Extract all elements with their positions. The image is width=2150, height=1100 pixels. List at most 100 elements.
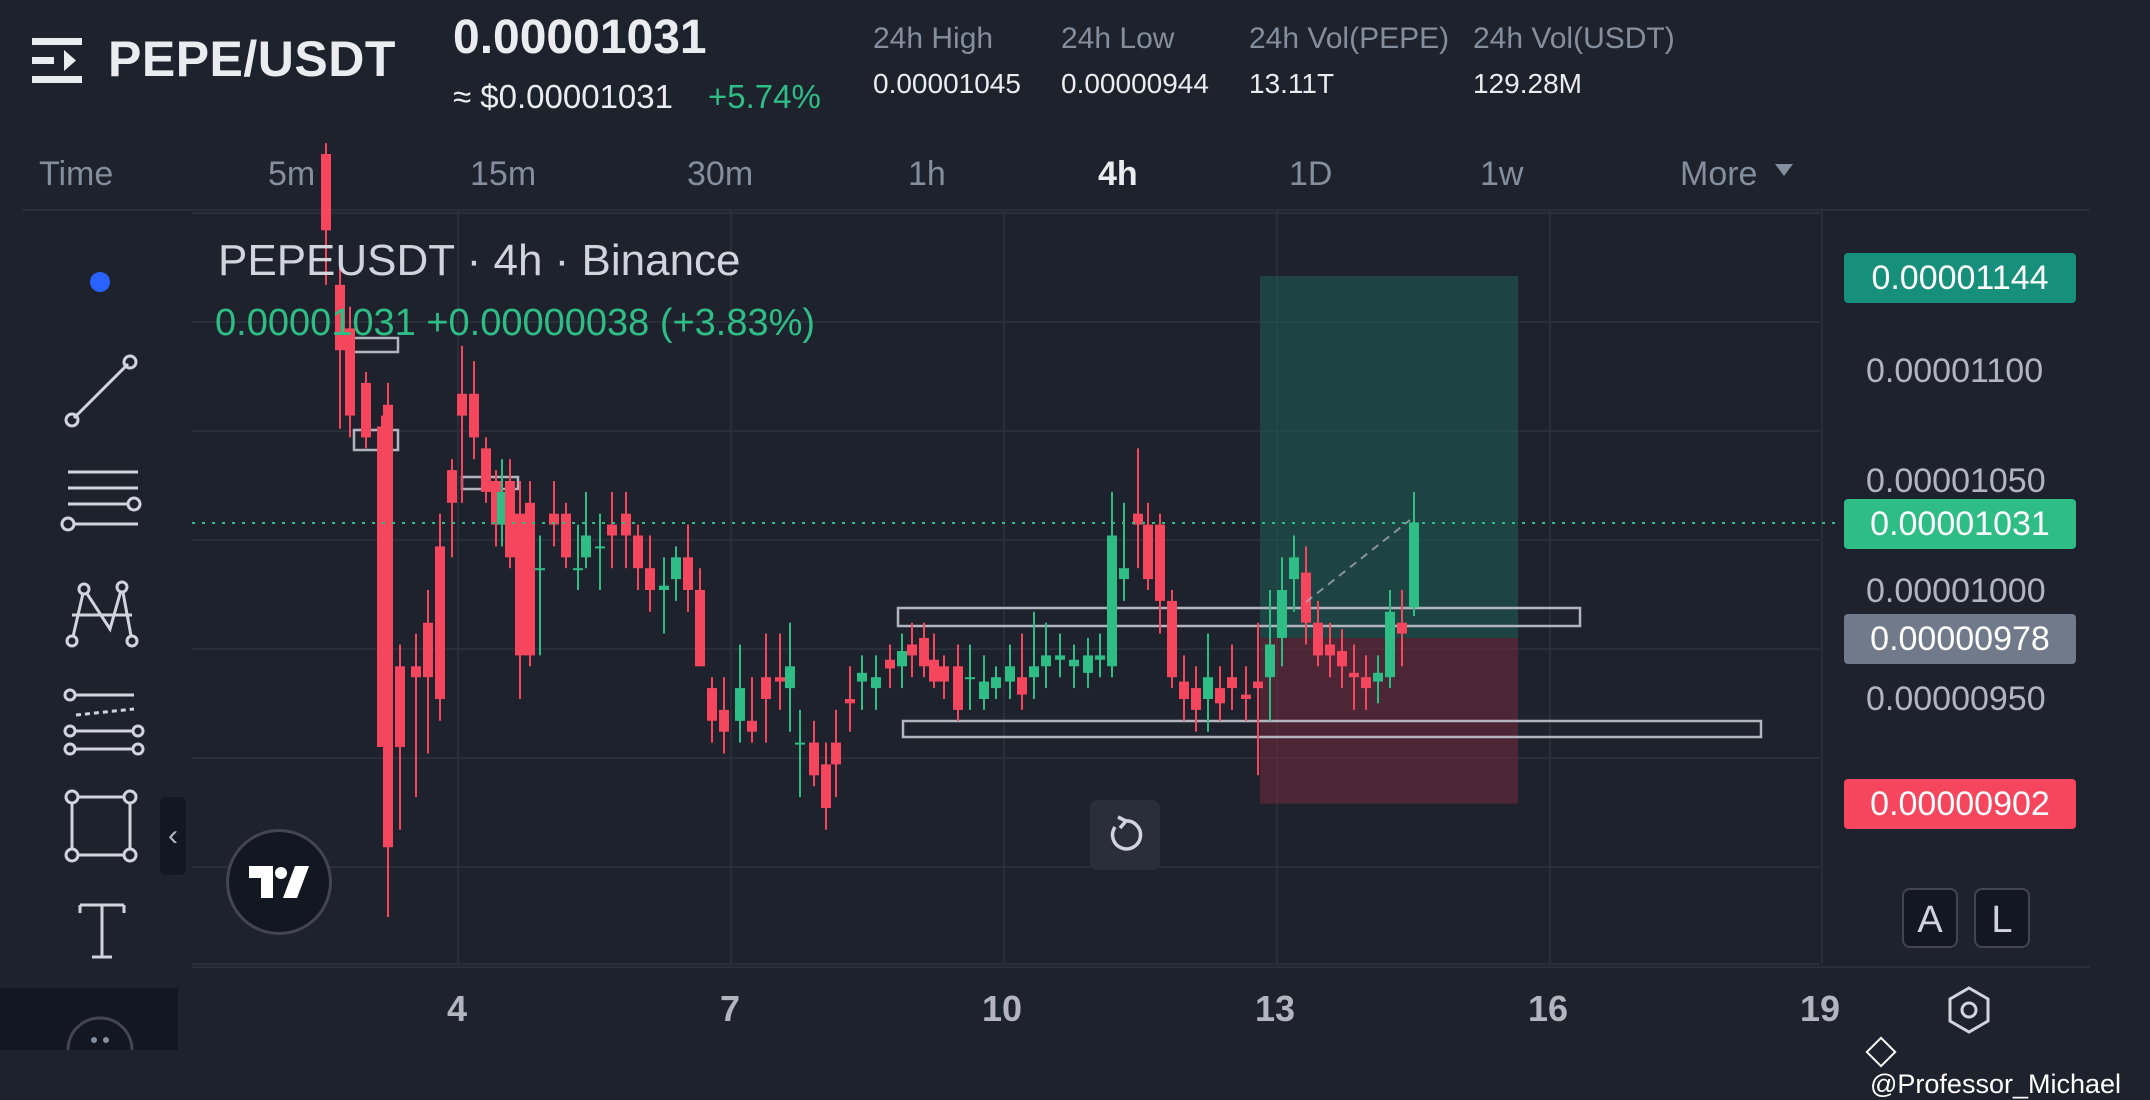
change-percent: +5.74%	[708, 78, 821, 115]
candle-body	[809, 742, 819, 776]
stat-vol-pepe-value: 13.11T	[1249, 68, 1335, 99]
candle-body	[1397, 622, 1407, 634]
candle-body	[447, 470, 457, 503]
x-label-4: 4	[447, 988, 468, 1029]
candle-body	[1265, 644, 1275, 678]
candle-body	[481, 448, 491, 492]
candle-body	[395, 666, 405, 747]
chart-settings-icon[interactable]	[1944, 985, 1994, 1035]
candle-body	[457, 393, 467, 416]
candle-body	[1107, 535, 1117, 667]
stop-price-tag: 0.00000902	[1844, 779, 2076, 829]
menu-icon[interactable]	[32, 36, 84, 86]
tab-time[interactable]: Time	[39, 155, 114, 193]
candle-body	[1119, 568, 1129, 580]
candle-body	[979, 681, 989, 699]
candle-body	[1055, 655, 1065, 660]
reset-chart-button[interactable]	[1090, 800, 1160, 870]
current-price-tag: 0.00001031	[1844, 499, 2076, 549]
candle-body	[857, 672, 867, 682]
candle-body	[1301, 572, 1311, 623]
candle-body	[621, 513, 631, 536]
candle-body	[423, 622, 433, 678]
chart-legend-values: 0.00001031 +0.00000038 (+3.83%)	[215, 302, 816, 344]
tab-5m[interactable]: 5m	[268, 155, 316, 193]
candle-body	[1017, 677, 1027, 695]
candle-body	[871, 677, 881, 689]
tab-1h[interactable]: 1h	[908, 155, 946, 193]
candle-body	[719, 709, 729, 732]
candle-body	[561, 513, 571, 558]
candle-body	[1143, 524, 1153, 580]
stat-low-label: 24h Low	[1061, 22, 1175, 55]
x-label-10: 10	[982, 988, 1023, 1029]
header-bar: PEPE/USDT 0.00001031 ≈ $0.00001031 +5.74…	[0, 0, 2150, 140]
horizontal-lines-icon[interactable]	[58, 462, 148, 542]
tab-4h[interactable]: 4h	[1098, 155, 1138, 193]
candle-body	[1083, 655, 1093, 673]
collapse-toolbar-icon[interactable]: ‹	[160, 797, 186, 875]
candle-body	[831, 742, 841, 765]
usd-price: ≈ $0.00001031	[453, 78, 673, 115]
candle-body	[1155, 524, 1165, 601]
candle-body	[929, 659, 939, 682]
trend-line-icon[interactable]	[62, 350, 142, 430]
candle-body	[965, 677, 975, 680]
candle-body	[335, 284, 345, 351]
last-price: 0.00001031	[453, 11, 707, 64]
candle-body	[411, 666, 421, 678]
candle-body	[953, 666, 963, 710]
stat-low-value: 0.00000944	[1061, 68, 1209, 99]
candle-body	[1069, 659, 1079, 667]
candle-body	[845, 699, 855, 704]
candle-body	[607, 524, 617, 536]
candle-body	[1373, 672, 1383, 682]
binance-square-icon	[1865, 1036, 1897, 1068]
candle-body	[761, 677, 771, 699]
drawing-toolbar	[0, 210, 190, 1052]
candle-body	[1313, 622, 1323, 656]
x-label-16: 16	[1528, 988, 1569, 1029]
tradingview-logo-icon	[226, 829, 332, 935]
text-tool-icon[interactable]	[72, 895, 132, 965]
candle-body	[1179, 681, 1189, 699]
candle-body	[573, 568, 583, 571]
candle-body	[377, 426, 387, 747]
more-tools-icon[interactable]	[66, 1016, 136, 1052]
candle-body	[707, 688, 717, 721]
candle-body	[1337, 651, 1347, 667]
candle-body	[435, 546, 445, 699]
tab-1w[interactable]: 1w	[1480, 155, 1524, 193]
fib-retracement-icon[interactable]	[58, 685, 148, 765]
tab-15m[interactable]: 15m	[470, 155, 537, 193]
candle-body	[1253, 681, 1263, 689]
pattern-tool-icon[interactable]	[62, 575, 142, 655]
tab-more[interactable]: More	[1680, 155, 1793, 194]
candle-body	[919, 637, 929, 667]
x-label-19: 19	[1800, 988, 1841, 1029]
candle-body	[1289, 557, 1299, 580]
candle-body	[897, 651, 907, 667]
cursor-dot-icon[interactable]	[90, 272, 110, 292]
watermark: @Professor_Michael	[1865, 1036, 2150, 1100]
candle-body	[747, 720, 757, 732]
candle-body	[1409, 522, 1419, 608]
pair-name[interactable]: PEPE/USDT	[108, 31, 396, 87]
auto-scale-button[interactable]: A	[1902, 888, 1958, 948]
log-scale-button[interactable]: L	[1974, 888, 2030, 948]
tab-30m[interactable]: 30m	[687, 155, 754, 193]
candlestick-series	[321, 143, 1419, 917]
rectangle-tool-icon[interactable]	[62, 785, 142, 865]
candle-body	[907, 644, 917, 656]
range-box-lower	[901, 719, 1763, 739]
candle-body	[1041, 655, 1051, 667]
candle-body	[1133, 513, 1143, 525]
stat-high-value: 0.00001045	[873, 68, 1021, 99]
chart-grid	[22, 209, 2090, 968]
tab-1d[interactable]: 1D	[1289, 155, 1333, 193]
candle-body	[1095, 655, 1105, 660]
candle-body	[1215, 688, 1225, 704]
candle-body	[633, 535, 643, 569]
candle-body	[659, 585, 669, 590]
